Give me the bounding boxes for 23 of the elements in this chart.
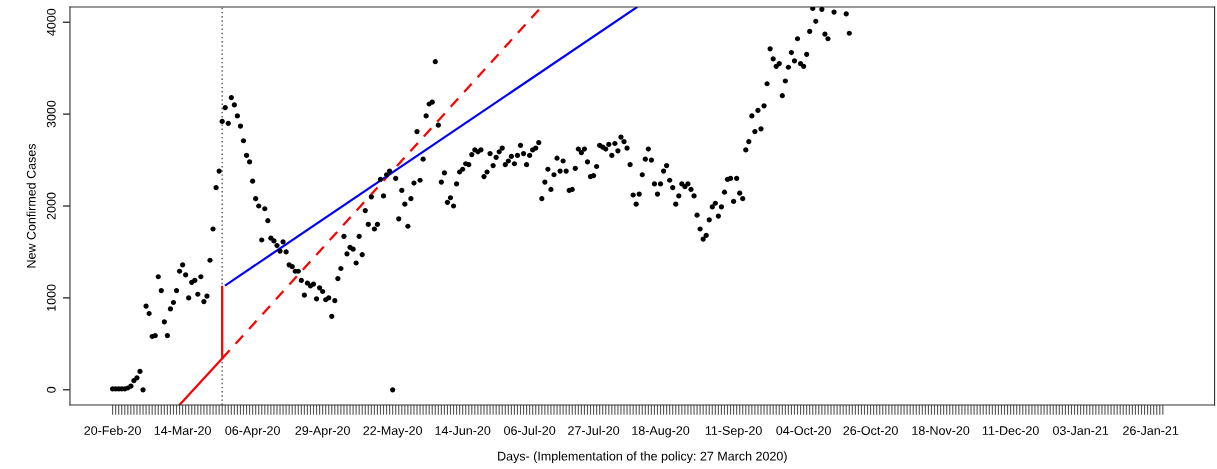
x-tick-label: 20-Feb-20 — [84, 425, 141, 435]
x-tick-label: 11-Dec-20 — [982, 426, 1039, 435]
x-tick-label: 11-Sep-20 — [705, 426, 762, 438]
x-tick-label: 22-May-20 — [363, 426, 423, 438]
x-tick-label: 26-Jan-21 — [1123, 426, 1179, 435]
x-tick-label: 27-Jul-20 — [568, 425, 620, 435]
x-tick-label: 06-Apr-20 — [225, 426, 280, 438]
y-tick-label: 0 — [46, 386, 56, 393]
x-tick-label: 04-Oct-20 — [776, 426, 831, 435]
x-tick-label: 14-Jun-20 — [435, 426, 491, 435]
x-tick-label: 06-Jul-20 — [504, 425, 556, 435]
y-axis-title: New Confirmed Cases — [26, 143, 36, 268]
x-tick-label: 14-Mar-20 — [154, 426, 211, 435]
y-tick-label: 2000 — [46, 192, 56, 220]
y-tick-label: 4000 — [46, 8, 56, 36]
x-tick-label: 29-Apr-20 — [295, 426, 350, 438]
x-tick-label: 18-Nov-20 — [912, 426, 970, 435]
x-tick-label: 18-Aug-20 — [632, 426, 690, 438]
x-axis-title: Days- (Implementation of the policy: 27 March 2020) — [498, 451, 787, 464]
x-tick-label: 26-Oct-20 — [843, 426, 898, 435]
x-tick-label: 03-Jan-21 — [1052, 426, 1109, 435]
y-tick-label: 3000 — [46, 100, 56, 128]
y-tick-label: 1000 — [46, 284, 56, 311]
